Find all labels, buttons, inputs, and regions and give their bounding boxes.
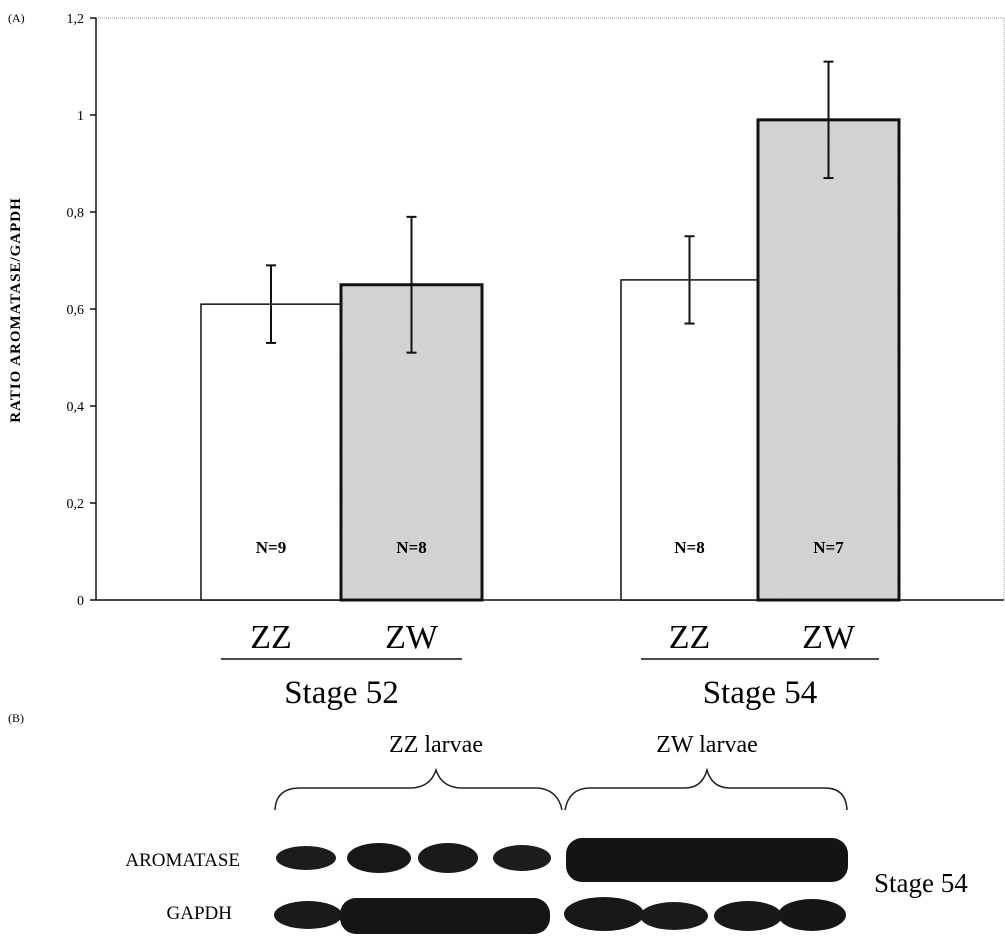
y-tick-label: 1,2 xyxy=(67,12,85,27)
x-category-label: ZZ xyxy=(669,619,711,656)
x-category-label: ZW xyxy=(385,619,439,656)
blot-group-label-zw: ZW larvae xyxy=(656,732,758,758)
blot-band xyxy=(566,838,848,882)
blot-band xyxy=(714,901,782,931)
blot-band xyxy=(564,897,644,931)
n-label: N=8 xyxy=(674,538,704,557)
group-label: Stage 52 xyxy=(284,675,399,711)
blot-row-label-aromatase: AROMATASE xyxy=(125,850,240,871)
n-label: N=7 xyxy=(813,538,844,557)
y-axis-label: RATIO AROMATASE/GAPDH xyxy=(8,197,24,423)
blot-band xyxy=(418,843,478,873)
bracket-zz xyxy=(274,767,563,811)
panel-a-label: (A) xyxy=(8,11,25,25)
blot-side-label: Stage 54 xyxy=(874,868,968,898)
blot-image xyxy=(274,838,848,934)
blot-band xyxy=(778,899,846,931)
blot-band xyxy=(493,845,551,871)
bracket-zw xyxy=(564,767,848,811)
blot-row-label-gapdh: GAPDH xyxy=(167,903,233,924)
group-labels: Stage 52 Stage 54 xyxy=(221,658,879,711)
panel-b-label: (B) xyxy=(8,711,24,725)
blot-band xyxy=(640,902,708,930)
blot-band xyxy=(340,898,550,934)
blot-group-label-zz: ZZ larvae xyxy=(389,732,483,758)
blot-band xyxy=(274,901,342,929)
n-labels: N=9 N=8 N=8 N=7 xyxy=(256,538,844,557)
n-label: N=8 xyxy=(396,538,426,557)
blot-band xyxy=(347,843,411,873)
group-label: Stage 54 xyxy=(703,675,818,711)
y-tick-label: 0,4 xyxy=(67,400,85,415)
bar-texture xyxy=(760,121,897,598)
y-ticks: 0 0,2 0,4 0,6 0,8 1 1,2 xyxy=(67,12,96,609)
error-bars xyxy=(266,60,834,354)
n-label: N=9 xyxy=(256,538,286,557)
y-tick-label: 1 xyxy=(77,109,84,124)
y-tick-label: 0,8 xyxy=(67,206,85,221)
blot-band xyxy=(276,846,336,870)
y-tick-label: 0,2 xyxy=(67,497,85,512)
x-category-label: ZZ xyxy=(250,619,292,656)
x-category-labels: ZZ ZW ZZ ZW xyxy=(250,619,856,656)
x-category-label: ZW xyxy=(802,619,856,656)
y-tick-label: 0 xyxy=(77,594,84,609)
bar xyxy=(620,279,759,601)
bars xyxy=(200,118,901,602)
y-tick-label: 0,6 xyxy=(67,303,85,318)
